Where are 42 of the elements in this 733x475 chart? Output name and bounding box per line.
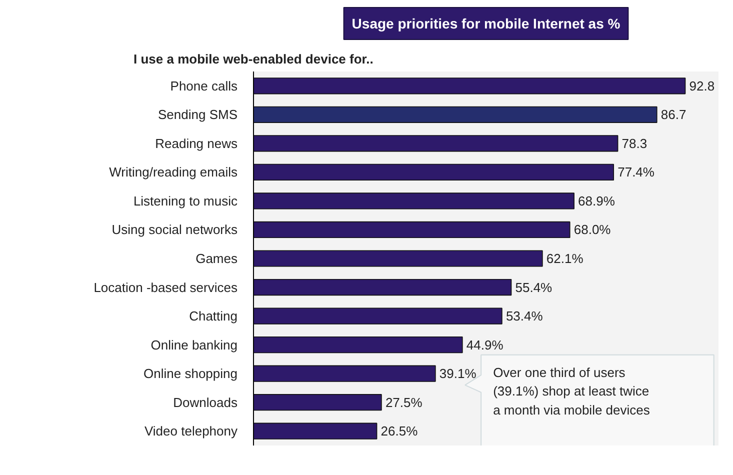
bar [254,422,378,440]
data-label: 62.1% [546,251,584,266]
y-tick-label: Downloads [173,394,238,410]
bar [254,394,382,411]
data-label: 44.9% [466,337,504,352]
data-label: 53.4% [506,308,544,324]
y-tick-label: Location -based services [94,280,238,295]
bar [254,221,570,238]
data-label: 78.3 [622,136,648,151]
data-label: 86.7 [660,107,686,122]
y-tick-label: Video telephony [144,424,238,439]
data-label: 77.4% [618,164,655,180]
bar [254,78,686,94]
bar [254,135,618,152]
y-tick-label: Writing/reading emails [109,164,238,180]
y-tick-label: Reading news [155,136,238,151]
data-label: 39.1% [439,366,477,382]
bar [254,192,574,210]
bar [254,308,502,324]
bar [254,250,543,267]
chart-title: Usage priorities for mobile Internet as % [352,16,621,32]
data-label: 26.5% [380,424,418,439]
y-tick-label: Phone calls [170,78,238,94]
data-label: 27.5% [385,394,423,410]
bar [254,365,436,382]
y-tick-label: Games [196,251,238,266]
bar [254,164,614,181]
bar [254,106,658,123]
data-label: 68.9% [578,193,616,208]
annotation: Over one third of users (39.1%) shop at least twice a month via mobile devices [493,364,650,418]
y-tick-label: Sending SMS [158,107,238,122]
bar [254,278,512,296]
y-tick-label: Online banking [150,337,238,352]
data-label: 92.8 [689,78,715,94]
data-label: 68.0% [574,222,612,238]
y-tick-label: Using social networks [112,222,238,238]
y-tick-label: Listening to music [133,193,238,208]
y-tick-label: Online shopping [144,366,238,382]
y-tick-label: Chatting [189,308,238,324]
bar [254,336,463,354]
data-label: 55.4% [515,280,553,295]
chart-subtitle: I use a mobile web-enabled device for.. [134,52,374,66]
